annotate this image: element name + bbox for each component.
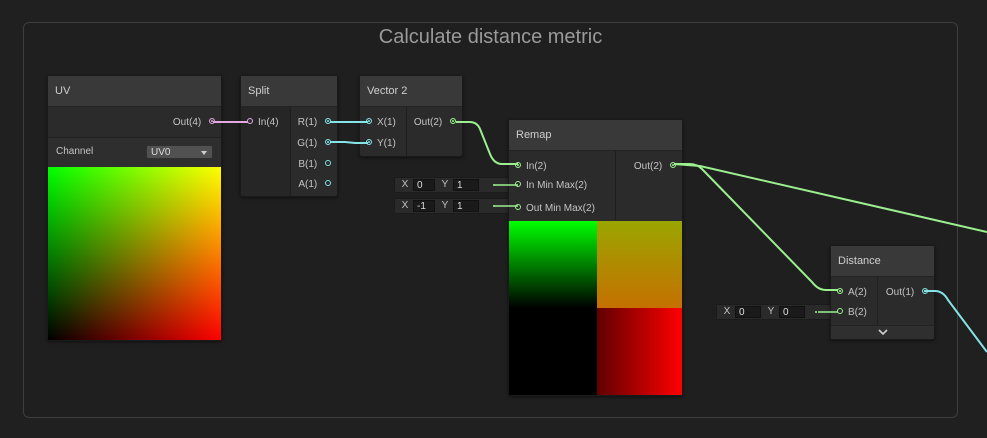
distance-out-port[interactable]: Out(1) — [886, 285, 928, 301]
split-out-r-dot-icon[interactable] — [325, 118, 331, 125]
distance-b-x-input[interactable]: 0 — [735, 306, 761, 318]
distance-in-b-label: B(2) — [848, 307, 867, 318]
remap-node[interactable]: Remap In(2) In Min Max(2) Out Min Max(2)… — [508, 119, 683, 396]
in-min-max-stub-icon — [493, 184, 495, 186]
vector2-out-port[interactable]: Out(2) — [414, 115, 456, 131]
remap-in-port[interactable]: In(2) — [515, 159, 547, 175]
vector2-in-y-dot-icon[interactable] — [366, 139, 372, 146]
out-min-max-field[interactable]: X -1 Y 1 — [394, 198, 510, 214]
remap-out-min-max-label: Out Min Max(2) — [526, 203, 595, 214]
out-min-max-x-label: X — [401, 200, 409, 211]
vector2-node[interactable]: Vector 2 X(1) Y(1) Out(2) — [359, 75, 463, 157]
remap-in-min-max-dot-icon[interactable] — [515, 181, 521, 188]
remap-out-min-max-dot-icon[interactable] — [515, 204, 521, 211]
uv-out-port-dot-icon[interactable] — [209, 118, 215, 125]
split-out-r[interactable]: R(1) — [298, 115, 331, 131]
vector2-in-y[interactable]: Y(1) — [366, 136, 396, 152]
uv-node-title: UV — [48, 76, 221, 107]
split-out-a-label: A(1) — [298, 179, 318, 190]
channel-value: UV0 — [151, 147, 171, 158]
in-min-max-x-label: X — [401, 179, 409, 190]
channel-label: Channel — [56, 146, 94, 157]
channel-dropdown[interactable]: UV0 — [146, 145, 213, 159]
distance-collapse-button[interactable] — [831, 325, 934, 339]
remap-in-label: In(2) — [526, 161, 547, 172]
uv-preview — [48, 167, 221, 340]
distance-node[interactable]: Distance A(2) B(2) Out(1) — [830, 245, 935, 340]
distance-in-a[interactable]: A(2) — [837, 285, 867, 301]
in-min-max-y-input[interactable]: 1 — [453, 179, 479, 191]
split-out-b[interactable]: B(1) — [298, 157, 331, 173]
distance-b-x-label: X — [723, 306, 731, 317]
group-title[interactable]: Calculate distance metric — [378, 26, 603, 48]
remap-in-min-max-port[interactable]: In Min Max(2) — [515, 178, 587, 194]
split-out-b-dot-icon[interactable] — [325, 160, 331, 167]
vector2-in-x-dot-icon[interactable] — [366, 118, 372, 125]
distance-out-label: Out(1) — [885, 287, 915, 298]
split-out-b-label: B(1) — [298, 159, 318, 170]
uv-settings-panel: Channel UV0 — [48, 137, 221, 167]
split-out-a-dot-icon[interactable] — [325, 180, 331, 187]
remap-preview — [509, 221, 682, 395]
distance-out-dot-icon[interactable] — [922, 288, 928, 295]
split-node-title: Split — [241, 76, 337, 107]
vector2-out-label: Out(2) — [413, 117, 443, 128]
in-min-max-field[interactable]: X 0 Y 1 — [394, 177, 510, 193]
remap-in-dot-icon[interactable] — [515, 162, 521, 169]
caret-down-icon — [201, 151, 207, 155]
vector2-in-x[interactable]: X(1) — [366, 115, 396, 131]
uv-out-port[interactable]: Out(4) — [173, 115, 215, 131]
in-min-max-x-input[interactable]: 0 — [413, 179, 435, 191]
out-min-max-stub-icon — [493, 205, 495, 207]
vector2-in-y-label: Y(1) — [377, 138, 396, 149]
remap-out-port[interactable]: Out(2) — [634, 159, 676, 175]
remap-out-label: Out(2) — [633, 161, 663, 172]
chevron-down-icon — [878, 329, 888, 336]
distance-b-stub-icon — [815, 311, 817, 313]
vector2-in-x-label: X(1) — [377, 117, 396, 128]
split-out-a[interactable]: A(1) — [298, 177, 331, 193]
distance-node-title: Distance — [831, 246, 934, 277]
out-min-max-x-input[interactable]: -1 — [413, 200, 435, 212]
uv-out-label: Out(4) — [172, 117, 202, 128]
uv-node[interactable]: UV Out(4) Channel UV0 — [47, 75, 222, 341]
distance-b-field[interactable]: X 0 Y 0 — [716, 304, 832, 320]
split-out-g-label: G(1) — [297, 138, 318, 149]
split-node[interactable]: Split In(4) R(1) G(1) B(1) A(1) — [240, 75, 338, 197]
remap-out-min-max-port[interactable]: Out Min Max(2) — [515, 201, 595, 217]
distance-in-a-label: A(2) — [848, 287, 867, 298]
split-in-port-dot-icon[interactable] — [247, 118, 253, 125]
distance-b-y-label: Y — [767, 306, 775, 317]
split-out-r-label: R(1) — [297, 117, 318, 128]
remap-node-title: Remap — [509, 120, 682, 151]
distance-b-y-input[interactable]: 0 — [779, 306, 805, 318]
vector2-node-title: Vector 2 — [360, 76, 462, 107]
vector2-out-port-dot-icon[interactable] — [450, 118, 456, 125]
remap-in-min-max-label: In Min Max(2) — [526, 180, 588, 191]
distance-in-b[interactable]: B(2) — [837, 305, 867, 321]
remap-out-dot-icon[interactable] — [670, 162, 676, 169]
out-min-max-y-label: Y — [441, 200, 449, 211]
out-min-max-y-input[interactable]: 1 — [453, 200, 479, 212]
in-min-max-y-label: Y — [441, 179, 449, 190]
split-out-g[interactable]: G(1) — [297, 136, 331, 152]
split-out-g-dot-icon[interactable] — [325, 139, 331, 146]
distance-in-b-dot-icon[interactable] — [837, 308, 843, 315]
distance-in-a-dot-icon[interactable] — [837, 288, 843, 295]
split-in-port[interactable]: In(4) — [247, 115, 279, 131]
split-in-label: In(4) — [258, 117, 279, 128]
